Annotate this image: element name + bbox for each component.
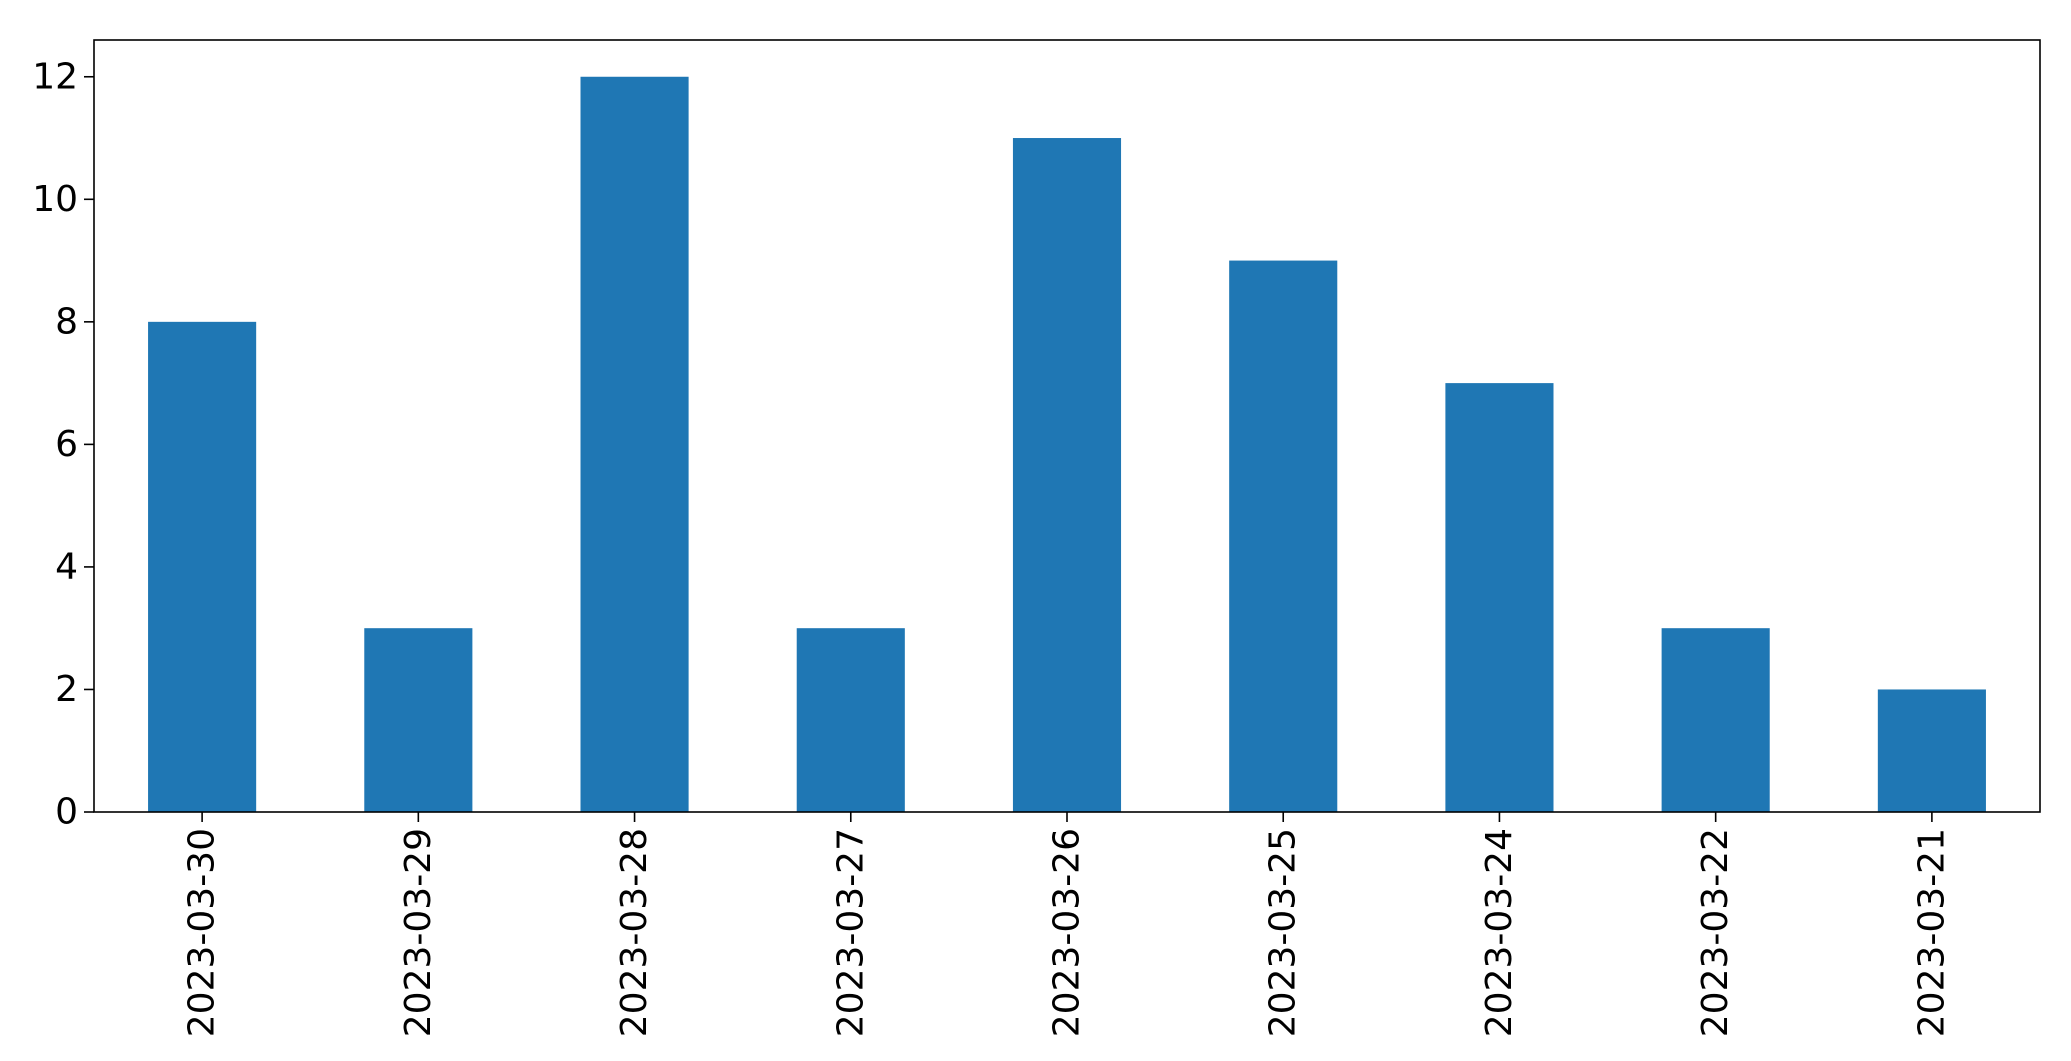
bar-2023-03-26	[1012, 138, 1122, 812]
y-tick-label: 12	[32, 56, 78, 97]
x-axis: 2023-03-30 2023-03-29 2023-03-28 2023-03-27…	[182, 812, 1952, 1037]
x-tick-label: 2023-03-28	[614, 828, 655, 1037]
y-tick-label: 10	[32, 179, 78, 220]
x-tick-label: 2023-03-24	[1479, 828, 1520, 1037]
x-tick-label: 2023-03-30	[182, 828, 223, 1037]
bar-2023-03-29	[364, 628, 473, 812]
bar-2023-03-22	[1661, 628, 1770, 812]
bar-2023-03-27	[796, 628, 905, 812]
y-tick-label: 0	[55, 792, 78, 833]
bars-group	[148, 76, 1986, 812]
y-tick-label: 8	[55, 301, 78, 342]
bar-2023-03-30	[148, 321, 257, 812]
x-tick-label: 2023-03-25	[1263, 828, 1304, 1037]
y-tick-label: 4	[55, 546, 78, 587]
bar-2023-03-28	[580, 76, 689, 812]
bar-2023-03-25	[1229, 260, 1338, 812]
y-axis: 0 2 4 6 8 10 12	[32, 56, 94, 833]
x-tick-label: 2023-03-27	[830, 828, 871, 1037]
y-tick-label: 2	[55, 669, 78, 710]
bar-2023-03-24	[1445, 383, 1554, 812]
x-tick-label: 2023-03-21	[1911, 828, 1952, 1037]
x-tick-label: 2023-03-26	[1047, 828, 1088, 1037]
x-tick-label: 2023-03-29	[398, 828, 439, 1037]
bar-2023-03-21	[1877, 689, 1986, 812]
plot-frame	[93, 39, 2041, 813]
x-tick-label: 2023-03-22	[1695, 828, 1736, 1037]
y-tick-label: 6	[55, 424, 78, 465]
